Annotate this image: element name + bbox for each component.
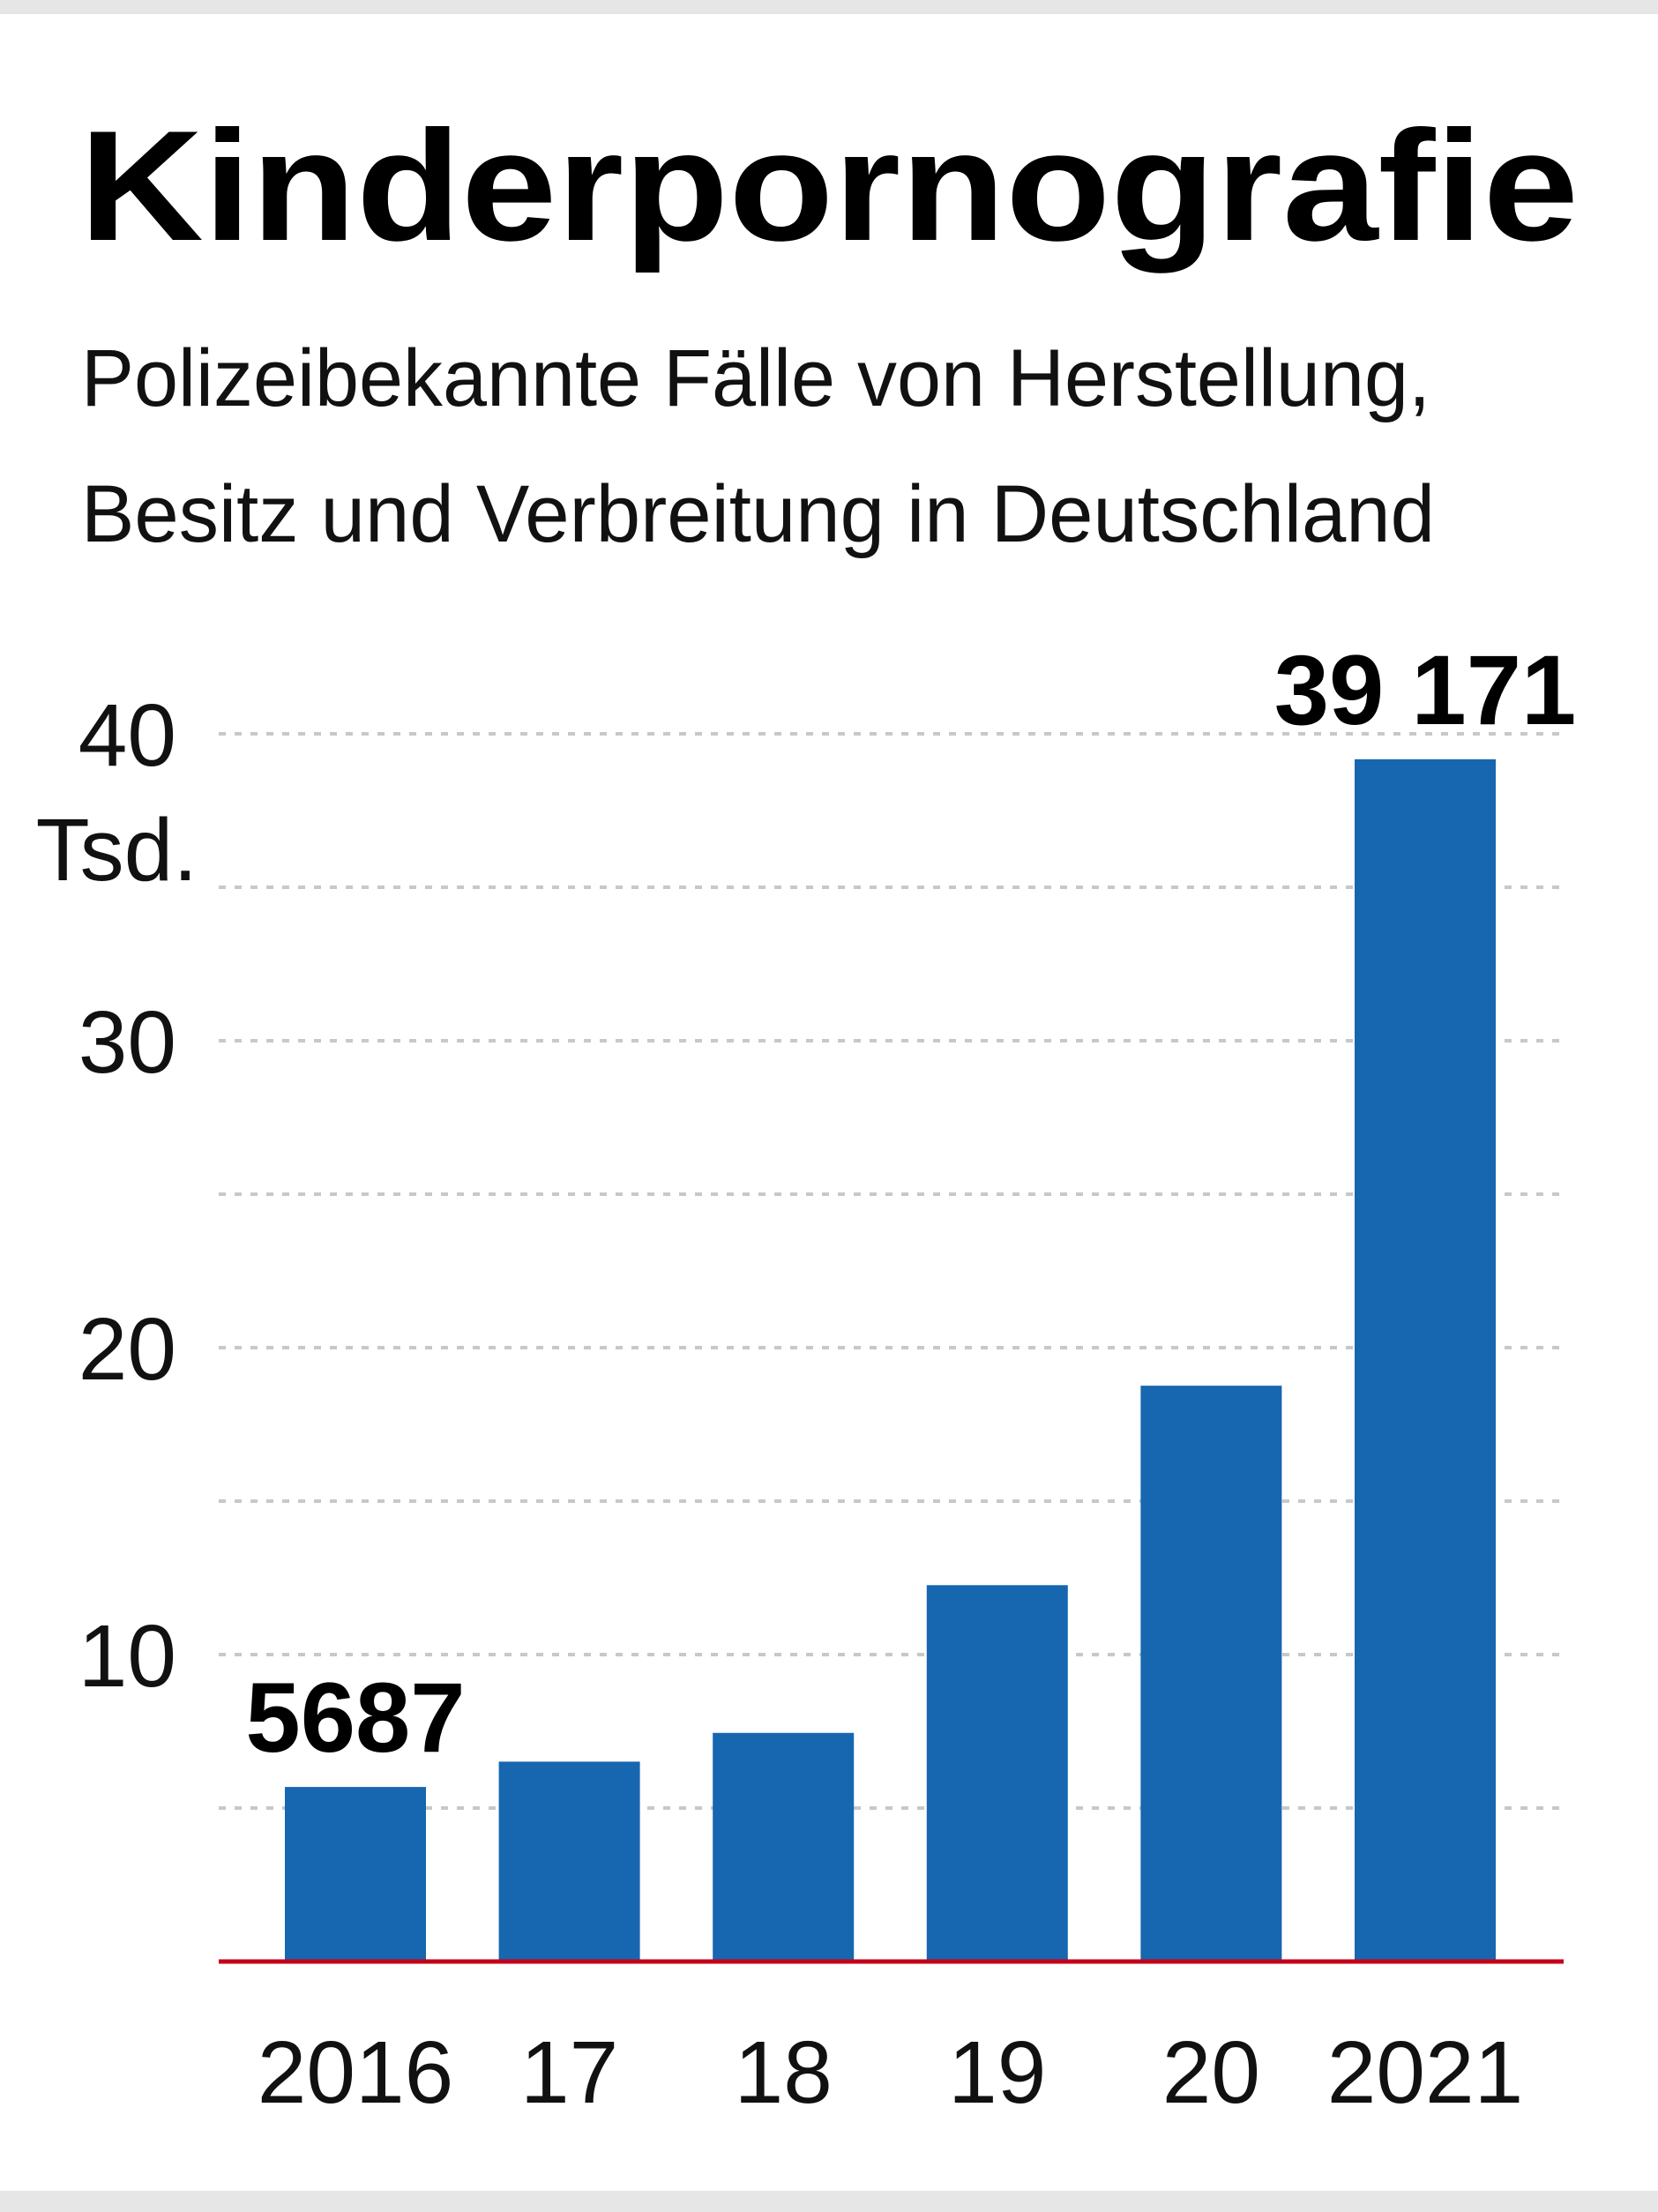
bar-2021 xyxy=(1355,759,1496,1962)
x-axis: 2016 17 18 19 20 2021 xyxy=(258,2023,1523,2122)
bar-20 xyxy=(1140,1386,1282,1962)
data-labels: 5687 39 171 xyxy=(245,635,1576,1773)
y-tick-label: 10 xyxy=(78,1607,176,1706)
gridlines xyxy=(219,732,1564,1810)
x-tick-label: 18 xyxy=(735,2023,833,2122)
y-tick-label: 40 xyxy=(78,686,176,785)
y-tick-label: 30 xyxy=(78,993,176,1092)
top-frame-band xyxy=(0,0,1658,14)
bar-19 xyxy=(926,1585,1068,1962)
x-tick-label: 2016 xyxy=(258,2023,453,2122)
x-tick-label: 19 xyxy=(948,2023,1046,2122)
y-axis-unit: Tsd. xyxy=(36,801,198,900)
chart-subtitle-line-1: Polizeibekannte Fälle von Herstellung, xyxy=(81,333,1430,423)
bar-17 xyxy=(498,1761,640,1962)
bar-18 xyxy=(713,1732,855,1962)
bar-2016 xyxy=(285,1787,426,1962)
data-label: 5687 xyxy=(245,1663,465,1773)
x-tick-label: 20 xyxy=(1162,2023,1260,2122)
chart-subtitle-line-2: Besitz und Verbreitung in Deutschland xyxy=(81,469,1435,559)
x-tick-label: 17 xyxy=(520,2023,618,2122)
bottom-frame-band xyxy=(0,2191,1658,2212)
y-axis: 10 20 30 40 xyxy=(78,686,176,1706)
bars xyxy=(219,759,1564,1964)
y-tick-label: 20 xyxy=(78,1300,176,1399)
x-tick-label: 2021 xyxy=(1327,2023,1523,2122)
chart-title: Kinderpornografie xyxy=(79,98,1579,273)
data-label: 39 171 xyxy=(1274,635,1577,745)
